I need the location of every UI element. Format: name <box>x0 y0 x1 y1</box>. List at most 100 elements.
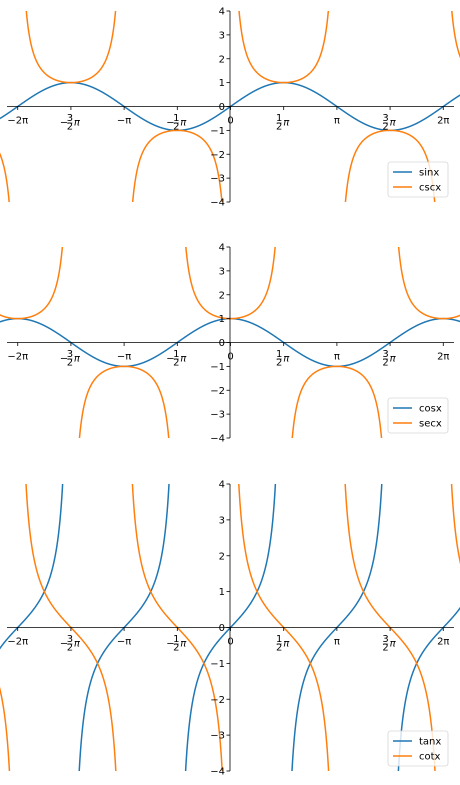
x-tick-label: −2π <box>7 637 28 648</box>
svg-text:3: 3 <box>67 634 73 645</box>
svg-text:2: 2 <box>67 358 73 369</box>
y-tick-label: 3 <box>219 30 225 41</box>
y-tick-label: 0 <box>219 338 225 349</box>
series-line-cscx <box>0 11 460 202</box>
x-tick-label: 0 <box>227 352 233 363</box>
svg-text:−: − <box>166 118 174 129</box>
x-tick-label: 0 <box>227 637 233 648</box>
svg-text:2: 2 <box>382 358 388 369</box>
y-tick-label: 3 <box>219 266 225 277</box>
y-tick-label: 4 <box>219 243 225 254</box>
x-tick-label: π <box>334 352 340 363</box>
svg-text:1: 1 <box>173 113 179 124</box>
x-tick-label: 2π <box>437 352 449 363</box>
svg-text:2: 2 <box>276 358 282 369</box>
x-tick-label: −2π <box>7 116 28 127</box>
x-tick-label: −32 π <box>60 349 81 369</box>
legend-label-sinx: sinx <box>419 168 439 179</box>
svg-text:3: 3 <box>382 349 388 360</box>
chart-panel-1: −2π −32 π −π −12 π 0 12 π π 32 π 2π43210−1−2−3−4sinx… <box>0 7 460 209</box>
y-tick-label: 0 <box>219 623 225 634</box>
svg-text:π: π <box>74 639 81 650</box>
x-tick-label: −32 π <box>60 634 81 654</box>
legend-label-secx: secx <box>419 419 442 430</box>
x-tick-label: 12 π <box>276 349 290 369</box>
svg-text:3: 3 <box>382 113 388 124</box>
svg-text:−: − <box>60 639 68 650</box>
svg-text:π: π <box>180 639 187 650</box>
svg-text:1: 1 <box>276 634 282 645</box>
y-tick-label: −1 <box>210 362 225 373</box>
svg-text:3: 3 <box>67 113 73 124</box>
svg-text:2: 2 <box>276 643 282 654</box>
x-tick-label: −12 π <box>166 113 187 133</box>
x-tick-label: −π <box>117 352 131 363</box>
y-tick-label: −2 <box>210 386 225 397</box>
y-tick-label: 0 <box>219 102 225 113</box>
y-tick-label: −2 <box>210 150 225 161</box>
legend-box <box>387 730 449 767</box>
y-tick-label: 4 <box>219 480 225 491</box>
x-tick-label: 0 <box>227 116 233 127</box>
svg-text:3: 3 <box>382 634 388 645</box>
x-tick-label: π <box>334 637 340 648</box>
y-tick-label: −3 <box>210 410 225 421</box>
legend-label-cosx: cosx <box>419 404 442 415</box>
series-line-secx <box>0 247 460 438</box>
x-tick-label: −π <box>117 637 131 648</box>
x-tick-label: −32 π <box>60 113 81 133</box>
x-tick-label: −π <box>117 116 131 127</box>
legend-label-cotx: cotx <box>419 752 441 763</box>
svg-text:−: − <box>166 354 174 365</box>
svg-text:−: − <box>60 354 68 365</box>
y-tick-label: −1 <box>210 659 225 670</box>
y-tick-label: −4 <box>210 767 225 778</box>
svg-text:π: π <box>283 118 290 129</box>
svg-text:2: 2 <box>173 643 179 654</box>
chart-panel-3: −2π −32 π −π −12 π 0 12 π π 32 π 2π43210−1−2−3−4tanx… <box>0 480 460 778</box>
legend-box <box>387 397 449 434</box>
svg-text:π: π <box>74 118 81 129</box>
x-tick-label: π <box>334 116 340 127</box>
y-tick-label: 1 <box>219 78 225 89</box>
svg-text:π: π <box>74 354 81 365</box>
x-tick-label: −12 π <box>166 634 187 654</box>
y-tick-label: −3 <box>210 731 225 742</box>
y-tick-label: 1 <box>219 314 225 325</box>
svg-text:2: 2 <box>67 122 73 133</box>
x-tick-label: 12 π <box>276 113 290 133</box>
svg-text:1: 1 <box>276 113 282 124</box>
svg-text:π: π <box>180 354 187 365</box>
legend: sinx cscx <box>387 161 449 198</box>
svg-text:3: 3 <box>67 349 73 360</box>
y-tick-label: −4 <box>210 198 225 209</box>
svg-text:2: 2 <box>382 643 388 654</box>
y-tick-label: 3 <box>219 515 225 526</box>
legend-label-cscx: cscx <box>419 183 441 194</box>
y-tick-label: −3 <box>210 174 225 185</box>
x-tick-label: 32 π <box>382 113 396 133</box>
legend: tanx cotx <box>387 730 449 767</box>
x-tick-label: 32 π <box>382 349 396 369</box>
svg-text:2: 2 <box>173 122 179 133</box>
y-tick-label: 4 <box>219 7 225 18</box>
x-tick-label: −12 π <box>166 349 187 369</box>
svg-text:π: π <box>283 639 290 650</box>
svg-text:1: 1 <box>276 349 282 360</box>
y-tick-label: −1 <box>210 126 225 137</box>
x-tick-label: 12 π <box>276 634 290 654</box>
svg-text:2: 2 <box>173 358 179 369</box>
x-tick-label: −2π <box>7 352 28 363</box>
legend: cosx secx <box>387 397 449 434</box>
svg-text:π: π <box>283 354 290 365</box>
y-tick-label: 2 <box>219 54 225 65</box>
y-tick-label: 1 <box>219 587 225 598</box>
legend-label-tanx: tanx <box>419 737 441 748</box>
svg-text:−: − <box>60 118 68 129</box>
svg-text:π: π <box>390 118 397 129</box>
svg-text:π: π <box>390 639 397 650</box>
svg-text:π: π <box>390 354 397 365</box>
y-tick-label: 2 <box>219 290 225 301</box>
svg-text:2: 2 <box>67 643 73 654</box>
